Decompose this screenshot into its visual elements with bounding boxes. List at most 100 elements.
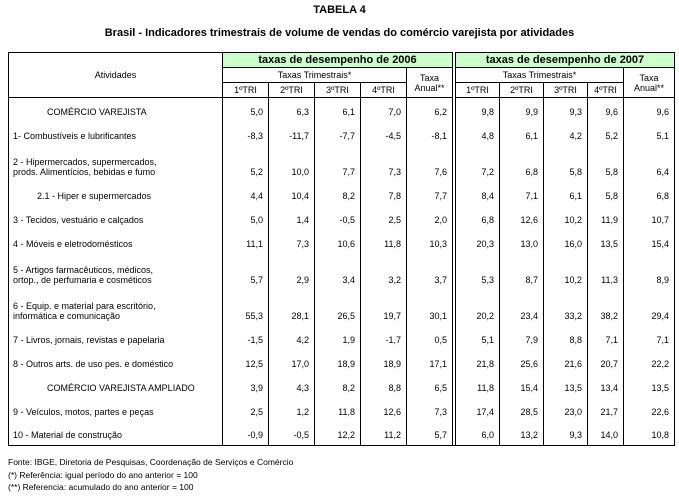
label-line: 2.1 - Hiper e supermercados bbox=[37, 190, 152, 201]
value-cell: 14,0 bbox=[587, 421, 624, 446]
value-cell: 7,1 bbox=[499, 181, 544, 206]
value-cell: -8,3 bbox=[222, 121, 269, 146]
value-cell: 9,3 bbox=[543, 97, 588, 122]
value-cell: 7,8 bbox=[360, 181, 407, 206]
value-cell: 16,0 bbox=[543, 229, 588, 254]
quarter-header: 3ºTRI bbox=[314, 82, 361, 98]
table-row: 3 - Tecidos, vestuário e calçados 5,0 1,4-… bbox=[8, 205, 675, 230]
value-cell: -8,1 bbox=[406, 121, 453, 146]
value-cell: 8,8 bbox=[543, 325, 588, 350]
value-cell: 6,1 bbox=[499, 121, 544, 146]
value-cell: 6,4 bbox=[623, 145, 675, 182]
value-cell: 12,2 bbox=[314, 421, 361, 446]
value-cell: 9,6 bbox=[623, 97, 675, 122]
value-cell: 8,8 bbox=[360, 373, 407, 398]
value-cell: 7,1 bbox=[587, 325, 624, 350]
quarterly-header: Taxas Trimestrais* bbox=[455, 67, 624, 83]
value-cell: -0,9 bbox=[222, 421, 269, 446]
value-cell: 21,7 bbox=[587, 397, 624, 422]
value-cell: 33,2 bbox=[543, 289, 588, 326]
table-row: COMÉRCIO VAREJISTA 5,0 6,3 6,1 7,0 6,2 9,8 9,9 9… bbox=[8, 97, 675, 122]
value-cell: 6,5 bbox=[406, 373, 453, 398]
value-cell: 8,4 bbox=[455, 181, 500, 206]
quarter-header: 1ºTRI bbox=[455, 82, 500, 98]
label-line: 2 - Hipermercados, supermercados, bbox=[13, 156, 157, 167]
value-cell: 1,9 bbox=[314, 325, 361, 350]
value-cell: 9,8 bbox=[455, 97, 500, 122]
value-cell: 11,3 bbox=[587, 253, 624, 290]
value-cell: 22,6 bbox=[623, 397, 675, 422]
value-cell: 4,8 bbox=[455, 121, 500, 146]
value-cell: 11,8 bbox=[455, 373, 500, 398]
table-row: 2.1 - Hiper e supermercados 4,4 10,4 8,2 7,8… bbox=[8, 181, 675, 206]
value-cell: 0,5 bbox=[406, 325, 453, 350]
value-cell: 9,6 bbox=[587, 97, 624, 122]
footnote: (**) Referencia: acumulado do ano anteri… bbox=[8, 482, 194, 492]
value-cell: -0,5 bbox=[314, 205, 361, 230]
activity-label: COMÉRCIO VAREJISTA bbox=[8, 97, 223, 122]
activity-label: 5 - Artigos farmacêuticos, médicos, ortop… bbox=[8, 253, 223, 290]
quarter-header: 3ºTRI bbox=[543, 82, 588, 98]
value-cell: 23,0 bbox=[543, 397, 588, 422]
value-cell: 20,7 bbox=[587, 349, 624, 374]
value-cell: 5,7 bbox=[406, 421, 453, 446]
value-cell: 5,0 bbox=[222, 97, 269, 122]
value-cell: 11,2 bbox=[360, 421, 407, 446]
table-row: 7 - Livros, jornais, revistas e papelari… bbox=[8, 325, 675, 350]
value-cell: 15,4 bbox=[499, 373, 544, 398]
quarter-header: 1ºTRI bbox=[222, 82, 269, 98]
value-cell: 6,1 bbox=[543, 181, 588, 206]
value-cell: -7,7 bbox=[314, 121, 361, 146]
value-cell: 10,3 bbox=[406, 229, 453, 254]
table-row: 10 - Material de construção -0,9 -0,5 12,2 1… bbox=[8, 421, 675, 446]
value-cell: 38,2 bbox=[587, 289, 624, 326]
value-cell: 13,5 bbox=[623, 373, 675, 398]
value-cell: 28,5 bbox=[499, 397, 544, 422]
label-line: 6 - Equip. e material para escritório, bbox=[13, 300, 156, 311]
value-cell: 13,0 bbox=[499, 229, 544, 254]
value-cell: -1,5 bbox=[222, 325, 269, 350]
table-row: 5 - Artigos farmacêuticos, médicos, ortop… bbox=[8, 253, 675, 290]
label-line: informática e comunicação bbox=[13, 310, 121, 321]
table-row: COMÉRCIO VAREJISTA AMPLIADO 3,9 4,3 8,2 8,8 6… bbox=[8, 373, 675, 398]
value-cell: 28,1 bbox=[268, 289, 315, 326]
value-cell: 6,0 bbox=[455, 421, 500, 446]
value-cell: 13,4 bbox=[587, 373, 624, 398]
annual-header-line: Anual** bbox=[414, 82, 445, 93]
value-cell: 18,9 bbox=[360, 349, 407, 374]
activity-label: 2.1 - Hiper e supermercados bbox=[8, 181, 223, 206]
value-cell: 8,2 bbox=[314, 181, 361, 206]
annual-header: Taxa Anual** bbox=[623, 67, 675, 98]
value-cell: 7,3 bbox=[406, 397, 453, 422]
value-cell: 55,3 bbox=[222, 289, 269, 326]
value-cell: 6,1 bbox=[314, 97, 361, 122]
activity-label: 7 - Livros, jornais, revistas e papelari… bbox=[8, 325, 223, 350]
label-line: 4 - Móveis e eletrodomésticos bbox=[13, 238, 133, 249]
value-cell: 10,4 bbox=[268, 181, 315, 206]
value-cell: 7,3 bbox=[268, 229, 315, 254]
label-line: 9 - Veículos, motos, partes e peças bbox=[13, 406, 154, 417]
table-row: 6 - Equip. e material para escritório, in… bbox=[8, 289, 675, 326]
value-cell: 7,6 bbox=[406, 145, 453, 182]
activity-label: 8 - Outros arts. de uso pes. e doméstico bbox=[8, 349, 223, 374]
value-cell: 4,2 bbox=[543, 121, 588, 146]
value-cell: 13,5 bbox=[543, 373, 588, 398]
value-cell: 5,0 bbox=[222, 205, 269, 230]
quarter-header: 4ºTRI bbox=[587, 82, 624, 98]
value-cell: 12,6 bbox=[499, 205, 544, 230]
value-cell: 3,7 bbox=[406, 253, 453, 290]
footer: Fonte: IBGE, Diretoria de Pesquisas, Coo… bbox=[8, 456, 293, 494]
quarter-header: 4ºTRI bbox=[360, 82, 407, 98]
data-table: Atividades taxas de desempenho de 2006 t… bbox=[8, 52, 675, 446]
label-line: ortop., de perfumaria e cosméticos bbox=[13, 274, 152, 285]
value-cell: 5,1 bbox=[623, 121, 675, 146]
value-cell: 2,0 bbox=[406, 205, 453, 230]
group-header: taxas de desempenho de 2007 bbox=[455, 52, 675, 68]
label-line: prods. Alimentícios, bebidas e fumo bbox=[13, 166, 156, 177]
label-line: 8 - Outros arts. de uso pes. e doméstico bbox=[13, 358, 174, 369]
annual-header-line: Anual** bbox=[633, 82, 665, 93]
value-cell: 2,9 bbox=[268, 253, 315, 290]
value-cell: 10,8 bbox=[623, 421, 675, 446]
value-cell: 11,8 bbox=[360, 229, 407, 254]
